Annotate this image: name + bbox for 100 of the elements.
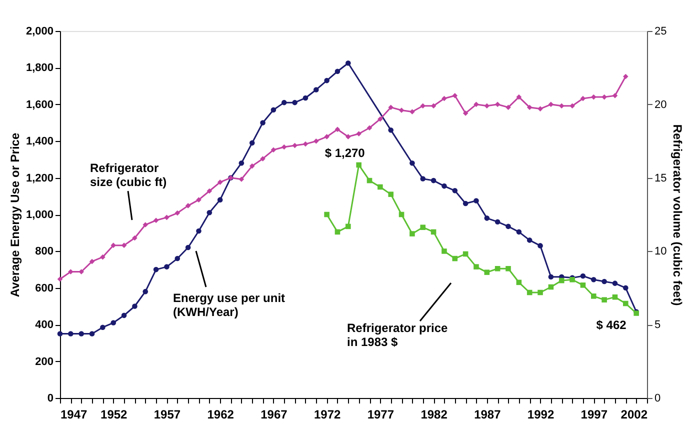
point xyxy=(89,258,95,264)
x-tick-label: 1997 xyxy=(580,408,608,422)
point xyxy=(580,282,586,288)
point xyxy=(324,212,330,218)
y2-tick-label: 5 xyxy=(654,319,661,332)
point xyxy=(410,231,415,236)
point xyxy=(494,219,500,224)
point xyxy=(164,264,170,270)
point xyxy=(602,278,607,284)
point xyxy=(78,331,84,336)
point xyxy=(484,270,490,275)
point xyxy=(121,242,127,248)
point xyxy=(388,104,394,110)
point xyxy=(612,92,618,98)
point xyxy=(100,254,106,260)
point xyxy=(538,243,543,248)
point xyxy=(292,100,298,106)
y2-tick-label: 0 xyxy=(654,392,661,404)
point xyxy=(206,210,212,216)
x-tick-label: 1957 xyxy=(154,408,181,422)
annotation: $ 462 xyxy=(596,318,627,332)
point xyxy=(334,126,340,132)
point xyxy=(89,331,95,336)
point xyxy=(506,224,511,230)
point xyxy=(388,127,394,133)
x-tick-label: 1987 xyxy=(474,408,502,422)
point xyxy=(185,244,191,250)
series-label: Energy use per unit (KWH/Year) xyxy=(173,291,286,319)
point xyxy=(494,102,500,108)
y-tick-label: 1,800 xyxy=(26,62,54,74)
point xyxy=(420,176,426,182)
point xyxy=(142,288,148,294)
point xyxy=(346,60,351,66)
point xyxy=(68,331,74,336)
point xyxy=(196,197,202,202)
point xyxy=(281,144,287,150)
point xyxy=(142,222,148,228)
point xyxy=(602,297,607,302)
y-tick-label: 600 xyxy=(35,282,54,294)
point xyxy=(185,203,191,208)
point xyxy=(249,140,255,146)
point xyxy=(346,134,351,140)
x-tick-label: 1947 xyxy=(60,408,88,422)
point xyxy=(260,156,266,162)
point xyxy=(590,94,596,100)
x-tick-label: 2002 xyxy=(620,408,648,422)
point xyxy=(548,102,554,108)
point xyxy=(484,103,490,109)
point xyxy=(526,238,532,243)
point xyxy=(410,160,415,166)
point xyxy=(206,188,212,194)
point xyxy=(388,192,394,197)
point xyxy=(538,106,543,112)
point xyxy=(452,256,458,262)
point xyxy=(580,96,586,102)
point xyxy=(281,100,287,106)
x-tick-label: 1982 xyxy=(420,408,448,422)
point xyxy=(100,324,106,330)
point xyxy=(548,274,554,280)
y-tick-label: 1,400 xyxy=(26,136,54,148)
point xyxy=(174,256,180,262)
point xyxy=(516,280,522,286)
point xyxy=(356,131,362,136)
point xyxy=(410,109,415,114)
y-axis-title: Average Energy Use or Price xyxy=(8,132,22,298)
point xyxy=(442,183,447,189)
point xyxy=(302,95,308,101)
x-tick-label: 1992 xyxy=(527,408,554,422)
point xyxy=(474,264,479,270)
point xyxy=(484,216,490,221)
x-tick-label: 1977 xyxy=(367,408,394,422)
y2-tick-label: 20 xyxy=(654,98,667,111)
point xyxy=(378,116,383,122)
point xyxy=(580,273,586,279)
y-tick-label: 1,600 xyxy=(26,98,54,111)
point xyxy=(570,103,575,109)
point xyxy=(314,138,319,144)
y-tick-label: 800 xyxy=(35,246,54,258)
point xyxy=(132,304,138,309)
point xyxy=(57,331,63,336)
series-label: Refrigerator size (cubic ft) xyxy=(90,161,167,189)
point xyxy=(217,180,223,185)
point xyxy=(238,160,244,166)
point xyxy=(334,68,340,74)
x-tick-label: 1967 xyxy=(260,408,288,422)
point xyxy=(153,266,159,272)
point xyxy=(196,228,202,234)
point xyxy=(378,184,383,190)
point xyxy=(249,163,255,169)
y2-tick-label: 15 xyxy=(654,172,667,184)
point xyxy=(602,94,607,100)
point xyxy=(590,277,596,282)
x-tick-label: 1962 xyxy=(207,408,234,422)
y-tick-label: 200 xyxy=(35,356,54,368)
y-tick-label: 400 xyxy=(35,319,54,332)
y-tick-label: 0 xyxy=(47,392,54,404)
point xyxy=(526,104,532,110)
point xyxy=(442,248,447,254)
text: Refrigerator price in 1983 $ xyxy=(347,321,448,349)
x-tick-label: 1972 xyxy=(314,408,341,422)
